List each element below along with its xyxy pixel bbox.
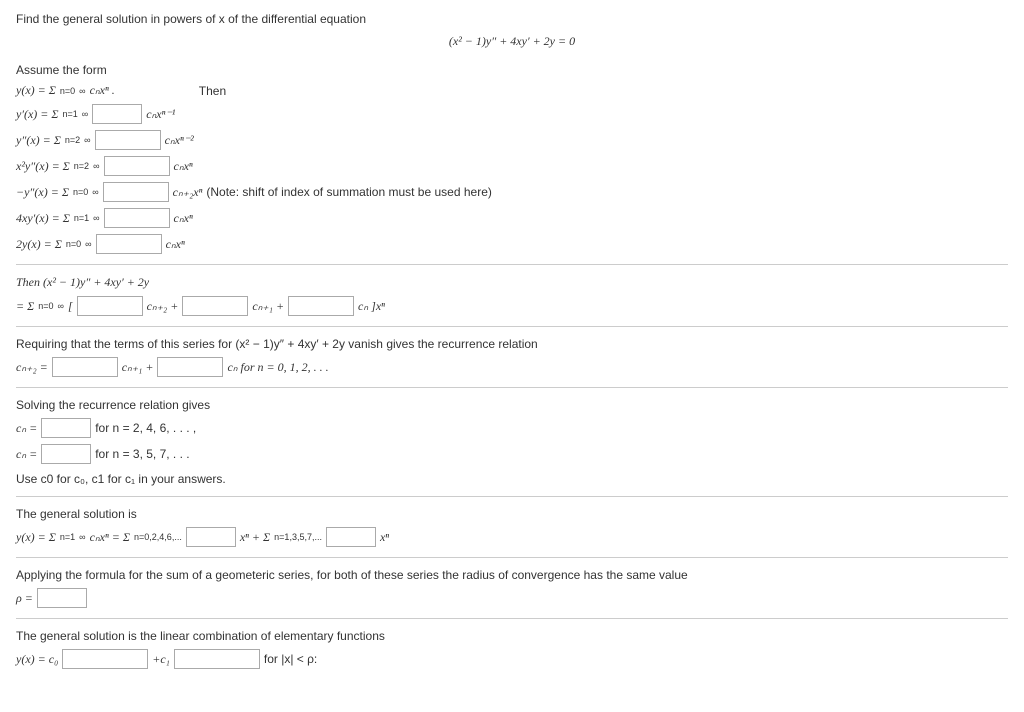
gs-pre: y(x) = Σ <box>16 530 56 545</box>
d1-blank[interactable] <box>92 104 142 124</box>
comb-pre: = Σ <box>16 299 34 314</box>
gs-b2[interactable] <box>326 527 376 547</box>
rho-blank[interactable] <box>37 588 87 608</box>
d2-lhs: y″(x) = Σ <box>16 133 61 148</box>
negy2-note: (Note: shift of index of summation must … <box>206 185 491 199</box>
gs-mid1: cₙxⁿ = Σ <box>90 530 130 545</box>
comb-t2: cₙ₊₁ + <box>252 299 284 314</box>
divider <box>16 326 1008 327</box>
twoy-lhs: 2y(x) = Σ <box>16 237 62 252</box>
solving-text: Solving the recurrence relation gives <box>16 398 1008 412</box>
comb-t1: cₙ₊₂ + <box>147 299 179 314</box>
form-lhs: y(x) = Σ <box>16 83 56 98</box>
recur-b2[interactable] <box>157 357 223 377</box>
recur-b1[interactable] <box>52 357 118 377</box>
gensol-label: The general solution is <box>16 507 1008 521</box>
main-equation: (x² − 1)y″ + 4xy′ + 2y = 0 <box>16 34 1008 49</box>
comb-b1[interactable] <box>77 296 143 316</box>
negy2-tail: cₙ₊₂xⁿ <box>173 185 203 200</box>
x2y2-tail: cₙxⁿ <box>174 159 193 174</box>
d1-lhs: y′(x) = Σ <box>16 107 59 122</box>
divider <box>16 557 1008 558</box>
final-b2[interactable] <box>174 649 260 669</box>
form-sub: n=0 <box>60 86 75 96</box>
recur-tail: cₙ for n = 0, 1, 2, . . . <box>227 360 328 375</box>
x2y2-lhs: x²y″(x) = Σ <box>16 159 70 174</box>
fourxy-blank[interactable] <box>104 208 170 228</box>
fourxy-tail: cₙxⁿ <box>174 211 193 226</box>
form-rhs: cₙxⁿ . <box>90 83 115 98</box>
comb-t3: cₙ ]xⁿ <box>358 299 385 314</box>
prompt-text: Find the general solution in powers of x… <box>16 12 1008 26</box>
final-plus: +c₁ <box>152 652 170 667</box>
cne-tail: for n = 2, 4, 6, . . . , <box>95 421 196 435</box>
twoy-blank[interactable] <box>96 234 162 254</box>
gs-mid2: xⁿ + Σ <box>240 530 270 545</box>
lincomb-text: The general solution is the linear combi… <box>16 629 1008 643</box>
cno-lhs: cₙ = <box>16 447 37 462</box>
then-expr: Then (x² − 1)y″ + 4xy′ + 2y <box>16 275 149 290</box>
negy2-lhs: −y″(x) = Σ <box>16 185 69 200</box>
recur-mid: cₙ₊₁ + <box>122 360 154 375</box>
usec0-text: Use c0 for c₀, c1 for c₁ in your answers… <box>16 472 1008 486</box>
divider <box>16 496 1008 497</box>
cne-lhs: cₙ = <box>16 421 37 436</box>
gs-b1[interactable] <box>186 527 236 547</box>
comb-b3[interactable] <box>288 296 354 316</box>
cne-blank[interactable] <box>41 418 91 438</box>
comb-b2[interactable] <box>182 296 248 316</box>
d1-tail: cₙxⁿ⁻¹ <box>146 107 175 122</box>
rho-lhs: ρ = <box>16 591 33 606</box>
divider <box>16 618 1008 619</box>
applying-text: Applying the formula for the sum of a ge… <box>16 568 1008 582</box>
form-then: Then <box>199 84 226 98</box>
cno-blank[interactable] <box>41 444 91 464</box>
final-lhs: y(x) = c₀ <box>16 652 58 667</box>
gs-tail: xⁿ <box>380 530 389 545</box>
fourxy-lhs: 4xy′(x) = Σ <box>16 211 70 226</box>
assume-label: Assume the form <box>16 63 1008 77</box>
recur-lhs: cₙ₊₂ = <box>16 360 48 375</box>
divider <box>16 264 1008 265</box>
x2y2-blank[interactable] <box>104 156 170 176</box>
form-sup: ∞ <box>79 86 85 96</box>
d2-blank[interactable] <box>95 130 161 150</box>
twoy-tail: cₙxⁿ <box>166 237 185 252</box>
requiring-text: Requiring that the terms of this series … <box>16 337 1008 351</box>
comb-open: [ <box>68 299 73 314</box>
divider <box>16 387 1008 388</box>
negy2-blank[interactable] <box>103 182 169 202</box>
final-b1[interactable] <box>62 649 148 669</box>
final-tail: for |x| < ρ: <box>264 652 317 666</box>
cno-tail: for n = 3, 5, 7, . . . <box>95 447 189 461</box>
d2-tail: cₙxⁿ⁻² <box>165 133 194 148</box>
